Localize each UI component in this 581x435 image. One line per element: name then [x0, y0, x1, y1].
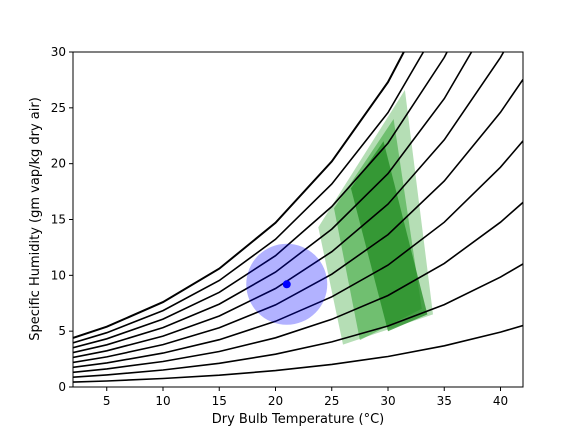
rh-curve-20: [73, 263, 523, 378]
rh-curve-10: [73, 324, 523, 383]
relative-humidity-curves: [73, 52, 523, 383]
y-tick-label: 5: [58, 324, 66, 338]
x-tick-label: 5: [103, 394, 111, 408]
rh-curve-40: [73, 140, 523, 369]
x-axis-ticks: 5 10 15 20 25 30 35 40: [103, 387, 508, 408]
rh-curve-50: [73, 78, 523, 364]
x-tick-label: 10: [155, 394, 170, 408]
x-axis-label: Dry Bulb Temperature (°C): [212, 412, 385, 427]
y-tick-label: 15: [51, 213, 66, 227]
rh-curve-80: [73, 52, 448, 349]
x-tick-label: 35: [437, 394, 452, 408]
y-axis-ticks: 0 5 10 15 20 25 30: [51, 45, 73, 394]
rh-curve-90: [73, 52, 425, 344]
y-tick-label: 0: [58, 380, 66, 394]
rh-curve-60: [73, 52, 505, 359]
current-condition-point: [282, 280, 291, 289]
rh-curve-100: [73, 52, 405, 339]
y-tick-label: 20: [51, 157, 66, 171]
x-tick-label: 25: [324, 394, 339, 408]
x-tick-label: 15: [212, 394, 227, 408]
y-tick-label: 10: [51, 268, 66, 282]
rh-curve-70: [73, 52, 473, 354]
x-tick-label: 30: [380, 394, 395, 408]
x-tick-label: 20: [268, 394, 283, 408]
y-tick-label: 30: [51, 45, 66, 59]
rh-curve-30: [73, 201, 523, 374]
current-condition: [246, 243, 328, 325]
y-axis-label: Specific Humidity (gm vap/kg dry air): [28, 97, 43, 341]
y-tick-label: 25: [51, 101, 66, 115]
x-tick-label: 40: [493, 394, 508, 408]
